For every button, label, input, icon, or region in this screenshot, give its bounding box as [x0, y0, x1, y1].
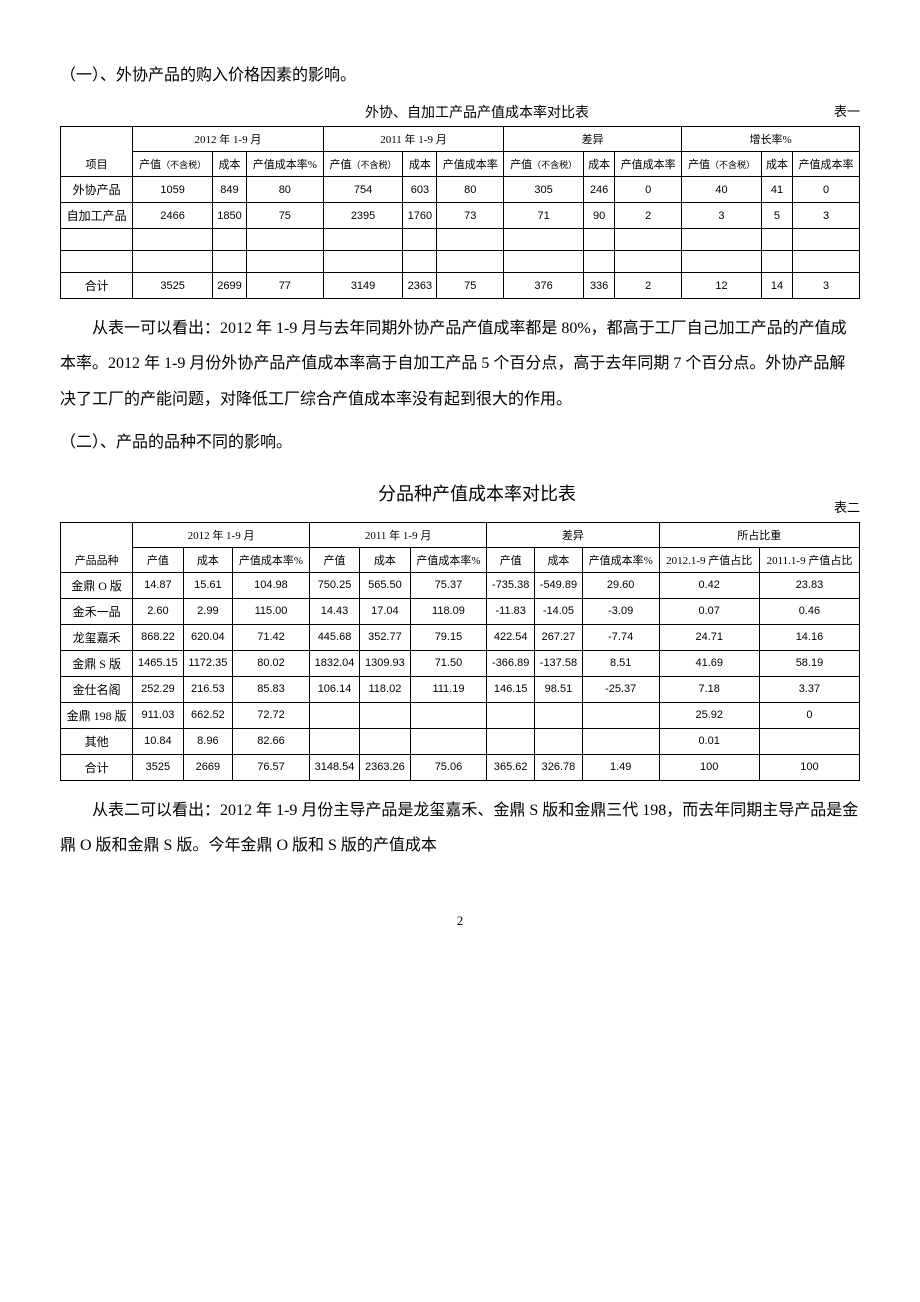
- empty-row: [61, 229, 860, 251]
- table-row: 金鼎 O 版 14.8715.61104.98 750.25565.5075.3…: [61, 572, 860, 598]
- t2-gh-3: 所占比重: [659, 522, 859, 547]
- t1-gh-2: 差异: [504, 127, 682, 152]
- table-row: 外协产品 105984980 75460380 3052460 40410: [61, 177, 860, 203]
- table-row: 金仕名阁 252.29216.5385.83 106.14118.02111.1…: [61, 676, 860, 702]
- t2-sh: 产值: [133, 547, 183, 572]
- t2-gh-1: 2011 年 1-9 月: [309, 522, 486, 547]
- table2-label: 表二: [834, 497, 860, 518]
- section1-heading: （一）、外协产品的购入价格因素的影响。: [60, 58, 860, 93]
- total-row: 合计 3525266976.57 3148.542363.2675.06 365…: [61, 754, 860, 780]
- table-row: 金鼎 S 版 1465.151172.3580.02 1832.041309.9…: [61, 650, 860, 676]
- t1-sh: 产值成本率%: [246, 152, 323, 177]
- t1-sh: 成本: [213, 152, 247, 177]
- t2-sh: 产值: [309, 547, 359, 572]
- t1-gh-0: 2012 年 1-9 月: [133, 127, 323, 152]
- t1-sh: 产值（不含税）: [504, 152, 584, 177]
- table-row: 金鼎 198 版 911.03662.5272.72 25.920: [61, 702, 860, 728]
- t2-sh: 产值成本率%: [410, 547, 487, 572]
- total-row: 合计 3525269977 3149236375 3763362 12143: [61, 273, 860, 299]
- table2: 产品品种 2012 年 1-9 月 2011 年 1-9 月 差异 所占比重 产…: [60, 522, 860, 781]
- t1-sh: 产值成本率: [615, 152, 682, 177]
- t1-sh: 成本: [584, 152, 615, 177]
- table-row: 金禾一品 2.602.99115.00 14.4317.04118.09 -11…: [61, 598, 860, 624]
- t1-sh: 产值（不含税）: [682, 152, 762, 177]
- section1-para: 从表一可以看出：2012 年 1-9 月与去年同期外协产品产值成率都是 80%，…: [60, 311, 860, 417]
- t2-sh: 2012.1-9 产值占比: [659, 547, 759, 572]
- t1-sh: 产值（不含税）: [133, 152, 213, 177]
- t1-sh: 成本: [761, 152, 792, 177]
- t2-sh: 2011.1-9 产值占比: [759, 547, 859, 572]
- table2-caption-row: 分品种产值成本率对比表 表二: [60, 468, 860, 518]
- empty-row: [61, 251, 860, 273]
- t1-sh: 产值成本率: [437, 152, 504, 177]
- table-row: 自加工产品 2466185075 2395176073 71902 353: [61, 203, 860, 229]
- t2-gh-0: 2012 年 1-9 月: [133, 522, 310, 547]
- t2-sh: 成本: [535, 547, 583, 572]
- section2-para: 从表二可以看出：2012 年 1-9 月份主导产品是龙玺嘉禾、金鼎 S 版和金鼎…: [60, 793, 860, 863]
- table-row: 其他 10.848.9682.66 0.01: [61, 728, 860, 754]
- table1: 项目 2012 年 1-9 月 2011 年 1-9 月 差异 增长率% 产值（…: [60, 126, 860, 299]
- section2-heading: （二）、产品的品种不同的影响。: [60, 425, 860, 460]
- t2-sh: 成本: [183, 547, 233, 572]
- t1-h-item: 项目: [61, 127, 133, 177]
- table2-caption: 分品种产值成本率对比表: [120, 468, 834, 518]
- t2-sh: 产值成本率%: [582, 547, 659, 572]
- t2-h-variety: 产品品种: [61, 522, 133, 572]
- table-row: 龙玺嘉禾 868.22620.0471.42 445.68352.7779.15…: [61, 624, 860, 650]
- t1-sh: 产值（不含税）: [323, 152, 403, 177]
- page-number: 2: [60, 913, 860, 929]
- t1-gh-3: 增长率%: [682, 127, 860, 152]
- t2-sh: 成本: [360, 547, 410, 572]
- t2-sh: 产值成本率%: [233, 547, 310, 572]
- table1-caption-row: 外协、自加工产品产值成本率对比表 表一: [60, 101, 860, 122]
- t1-sh: 成本: [403, 152, 437, 177]
- t1-gh-1: 2011 年 1-9 月: [323, 127, 504, 152]
- table1-label: 表一: [834, 101, 860, 122]
- t2-sh: 产值: [487, 547, 535, 572]
- table1-caption: 外协、自加工产品产值成本率对比表: [120, 102, 834, 122]
- t1-sh: 产值成本率: [793, 152, 860, 177]
- t2-gh-2: 差异: [487, 522, 659, 547]
